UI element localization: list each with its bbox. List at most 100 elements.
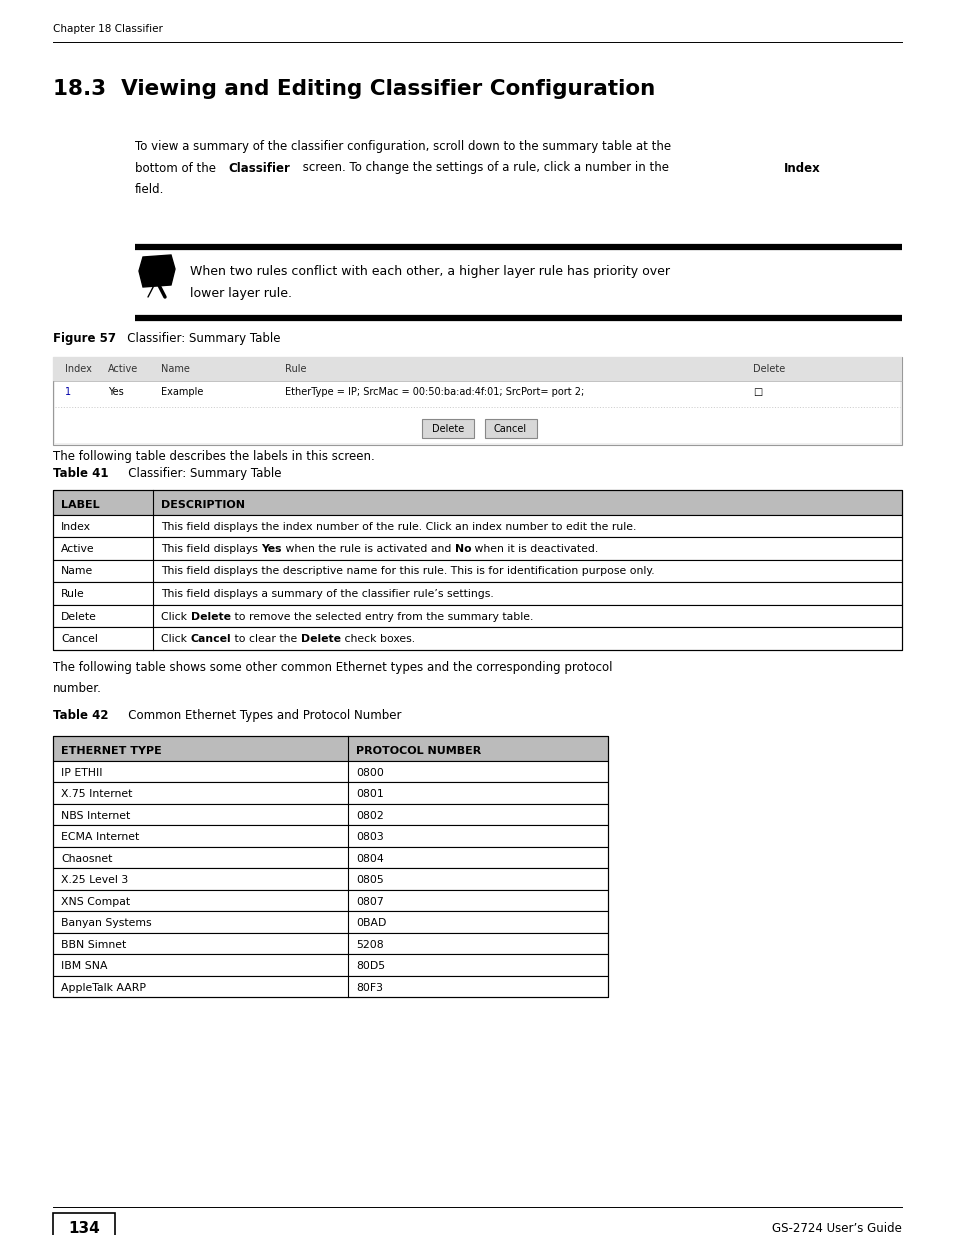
Text: GS-2724 User’s Guide: GS-2724 User’s Guide [771, 1221, 901, 1235]
Text: Cancel: Cancel [191, 634, 231, 643]
Text: Delete: Delete [61, 611, 97, 621]
Bar [53, 357, 901, 382]
Text: Delete: Delete [191, 611, 231, 621]
Text: AppleTalk AARP: AppleTalk AARP [61, 983, 146, 993]
Text: Yes: Yes [108, 387, 124, 396]
Text: Banyan Systems: Banyan Systems [61, 918, 152, 927]
Text: Classifier: Summary Table: Classifier: Summary Table [116, 332, 280, 345]
Text: Figure 57: Figure 57 [53, 332, 116, 345]
Text: Cancel: Cancel [494, 425, 526, 435]
Text: Delete: Delete [300, 634, 340, 643]
Bar [53, 911, 607, 932]
Text: 1: 1 [65, 387, 71, 396]
Text: 80D5: 80D5 [355, 961, 385, 971]
Text: Active: Active [108, 364, 138, 374]
Text: This field displays the descriptive name for this rule. This is for identificati: This field displays the descriptive name… [161, 567, 654, 577]
Bar [53, 537, 901, 559]
Bar [53, 953, 607, 976]
Text: Cancel: Cancel [61, 634, 98, 643]
Text: ECMA Internet: ECMA Internet [61, 832, 139, 842]
Text: IBM SNA: IBM SNA [61, 961, 108, 971]
Bar [53, 559, 901, 582]
Text: PROTOCOL NUMBER: PROTOCOL NUMBER [355, 746, 480, 756]
Bar [53, 889, 607, 911]
Text: to remove the selected entry from the summary table.: to remove the selected entry from the su… [231, 611, 533, 621]
Bar [55, 379, 899, 443]
Text: EtherType = IP; SrcMac = 00:50:ba:ad:4f:01; SrcPort= port 2;: EtherType = IP; SrcMac = 00:50:ba:ad:4f:… [285, 387, 583, 396]
Text: 80F3: 80F3 [355, 983, 382, 993]
Text: Index: Index [61, 521, 91, 531]
Text: Table 41: Table 41 [53, 467, 109, 480]
Text: ETHERNET TYPE: ETHERNET TYPE [61, 746, 162, 756]
Text: Name: Name [161, 364, 190, 374]
Text: 0BAD: 0BAD [355, 918, 386, 927]
Text: 0803: 0803 [355, 832, 383, 842]
Text: 0800: 0800 [355, 767, 383, 778]
Text: Delete: Delete [432, 425, 464, 435]
Bar [53, 604, 901, 627]
Bar [53, 868, 607, 889]
Bar [53, 627, 901, 650]
Text: 18.3  Viewing and Editing Classifier Configuration: 18.3 Viewing and Editing Classifier Conf… [53, 79, 655, 99]
Text: This field displays: This field displays [161, 543, 261, 555]
Text: LABEL: LABEL [61, 500, 99, 510]
Text: number.: number. [53, 682, 102, 695]
Text: lower layer rule.: lower layer rule. [190, 287, 292, 300]
Text: To view a summary of the classifier configuration, scroll down to the summary ta: To view a summary of the classifier conf… [135, 140, 670, 153]
Text: X.75 Internet: X.75 Internet [61, 789, 132, 799]
Text: 0802: 0802 [355, 810, 383, 820]
Text: Yes: Yes [261, 543, 281, 555]
Bar [53, 804, 607, 825]
Text: Rule: Rule [61, 589, 85, 599]
Text: screen. To change the settings of a rule, click a number in the: screen. To change the settings of a rule… [298, 162, 672, 174]
Text: Active: Active [61, 543, 94, 555]
Bar [53, 846, 607, 868]
Bar [53, 976, 607, 997]
Text: The following table shows some other common Ethernet types and the corresponding: The following table shows some other com… [53, 661, 612, 673]
Bar [53, 490, 901, 650]
Text: Classifier: Summary Table: Classifier: Summary Table [117, 467, 281, 480]
Text: Table 42: Table 42 [53, 709, 109, 722]
Text: check boxes.: check boxes. [340, 634, 415, 643]
Text: This field displays a summary of the classifier rule’s settings.: This field displays a summary of the cla… [161, 589, 494, 599]
Text: when it is deactivated.: when it is deactivated. [471, 543, 598, 555]
Text: 0801: 0801 [355, 789, 383, 799]
Text: field.: field. [135, 183, 164, 196]
Bar [53, 357, 901, 445]
Text: 0807: 0807 [355, 897, 383, 906]
Text: 0804: 0804 [355, 853, 383, 863]
Bar [53, 825, 607, 846]
Text: This field displays the index number of the rule. Click an index number to edit : This field displays the index number of … [161, 521, 636, 531]
Text: Classifier: Classifier [228, 162, 290, 174]
Text: 0805: 0805 [355, 876, 383, 885]
Text: Common Ethernet Types and Protocol Number: Common Ethernet Types and Protocol Numbe… [117, 709, 401, 722]
Bar [422, 419, 474, 438]
Text: 134: 134 [68, 1220, 100, 1235]
Bar [53, 932, 607, 953]
Bar [53, 490, 901, 515]
Text: Click: Click [161, 634, 191, 643]
Bar [53, 1213, 115, 1235]
Text: bottom of the: bottom of the [135, 162, 219, 174]
Polygon shape [139, 254, 174, 287]
Text: BBN Simnet: BBN Simnet [61, 940, 126, 950]
Text: Chaosnet: Chaosnet [61, 853, 112, 863]
Bar [53, 515, 901, 537]
Text: Example: Example [161, 387, 203, 396]
Text: DESCRIPTION: DESCRIPTION [161, 500, 245, 510]
Bar [53, 736, 607, 761]
Bar [484, 419, 536, 438]
Bar [53, 582, 901, 604]
Text: Delete: Delete [752, 364, 784, 374]
Text: XNS Compat: XNS Compat [61, 897, 130, 906]
Bar [53, 736, 607, 997]
Text: When two rules conflict with each other, a higher layer rule has priority over: When two rules conflict with each other,… [190, 266, 669, 278]
Text: to clear the: to clear the [231, 634, 300, 643]
Text: Click: Click [161, 611, 191, 621]
Text: No: No [455, 543, 471, 555]
Text: Name: Name [61, 567, 93, 577]
Text: The following table describes the labels in this screen.: The following table describes the labels… [53, 450, 375, 463]
Text: X.25 Level 3: X.25 Level 3 [61, 876, 128, 885]
Text: Rule: Rule [285, 364, 306, 374]
Text: Index: Index [783, 162, 820, 174]
